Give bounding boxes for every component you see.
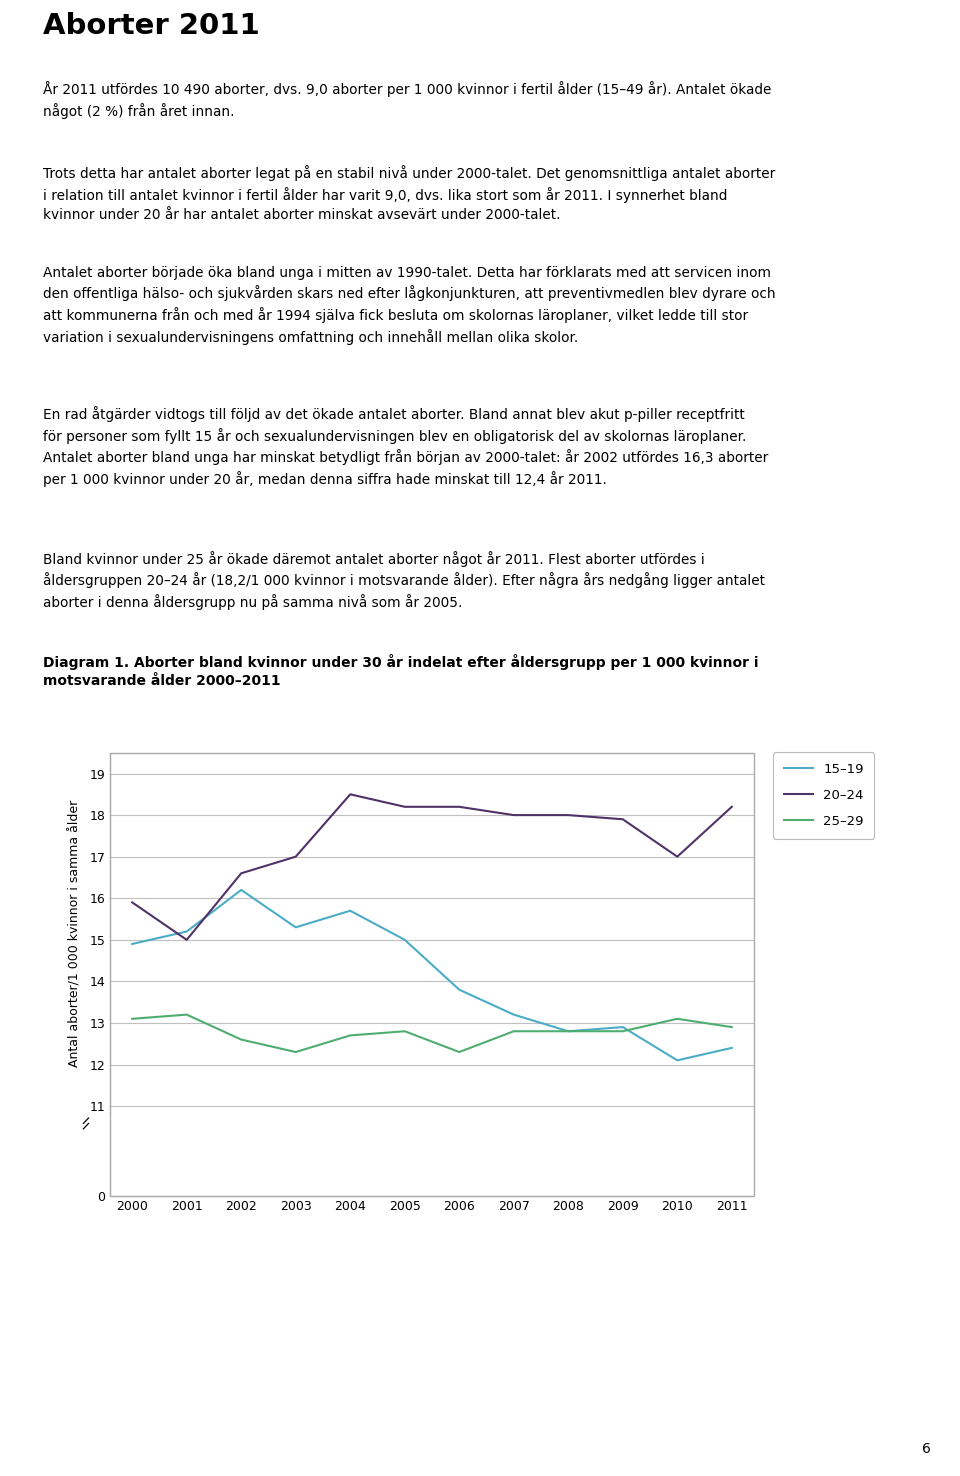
Legend: 15–19, 20–24, 25–29: 15–19, 20–24, 25–29 (773, 753, 875, 838)
Text: År 2011 utfördes 10 490 aborter, dvs. 9,0 aborter per 1 000 kvinnor i fertil åld: År 2011 utfördes 10 490 aborter, dvs. 9,… (43, 81, 772, 120)
Text: Diagram 1. Aborter bland kvinnor under 30 år indelat efter åldersgrupp per 1 000: Diagram 1. Aborter bland kvinnor under 3… (43, 654, 758, 688)
Text: 6: 6 (923, 1442, 931, 1457)
Text: Bland kvinnor under 25 år ökade däremot antalet aborter något år 2011. Flest abo: Bland kvinnor under 25 år ökade däremot … (43, 551, 765, 610)
Text: Trots detta har antalet aborter legat på en stabil nivå under 2000-talet. Det ge: Trots detta har antalet aborter legat på… (43, 165, 776, 221)
Text: Antalet aborter började öka bland unga i mitten av 1990-talet. Detta har förklar: Antalet aborter började öka bland unga i… (43, 266, 776, 345)
Y-axis label: Antal aborter/1 000 kvinnor i samma ålder: Antal aborter/1 000 kvinnor i samma ålde… (68, 800, 82, 1067)
Text: En rad åtgärder vidtogs till följd av det ökade antalet aborter. Bland annat ble: En rad åtgärder vidtogs till följd av de… (43, 406, 768, 487)
Text: Aborter 2011: Aborter 2011 (43, 12, 260, 40)
